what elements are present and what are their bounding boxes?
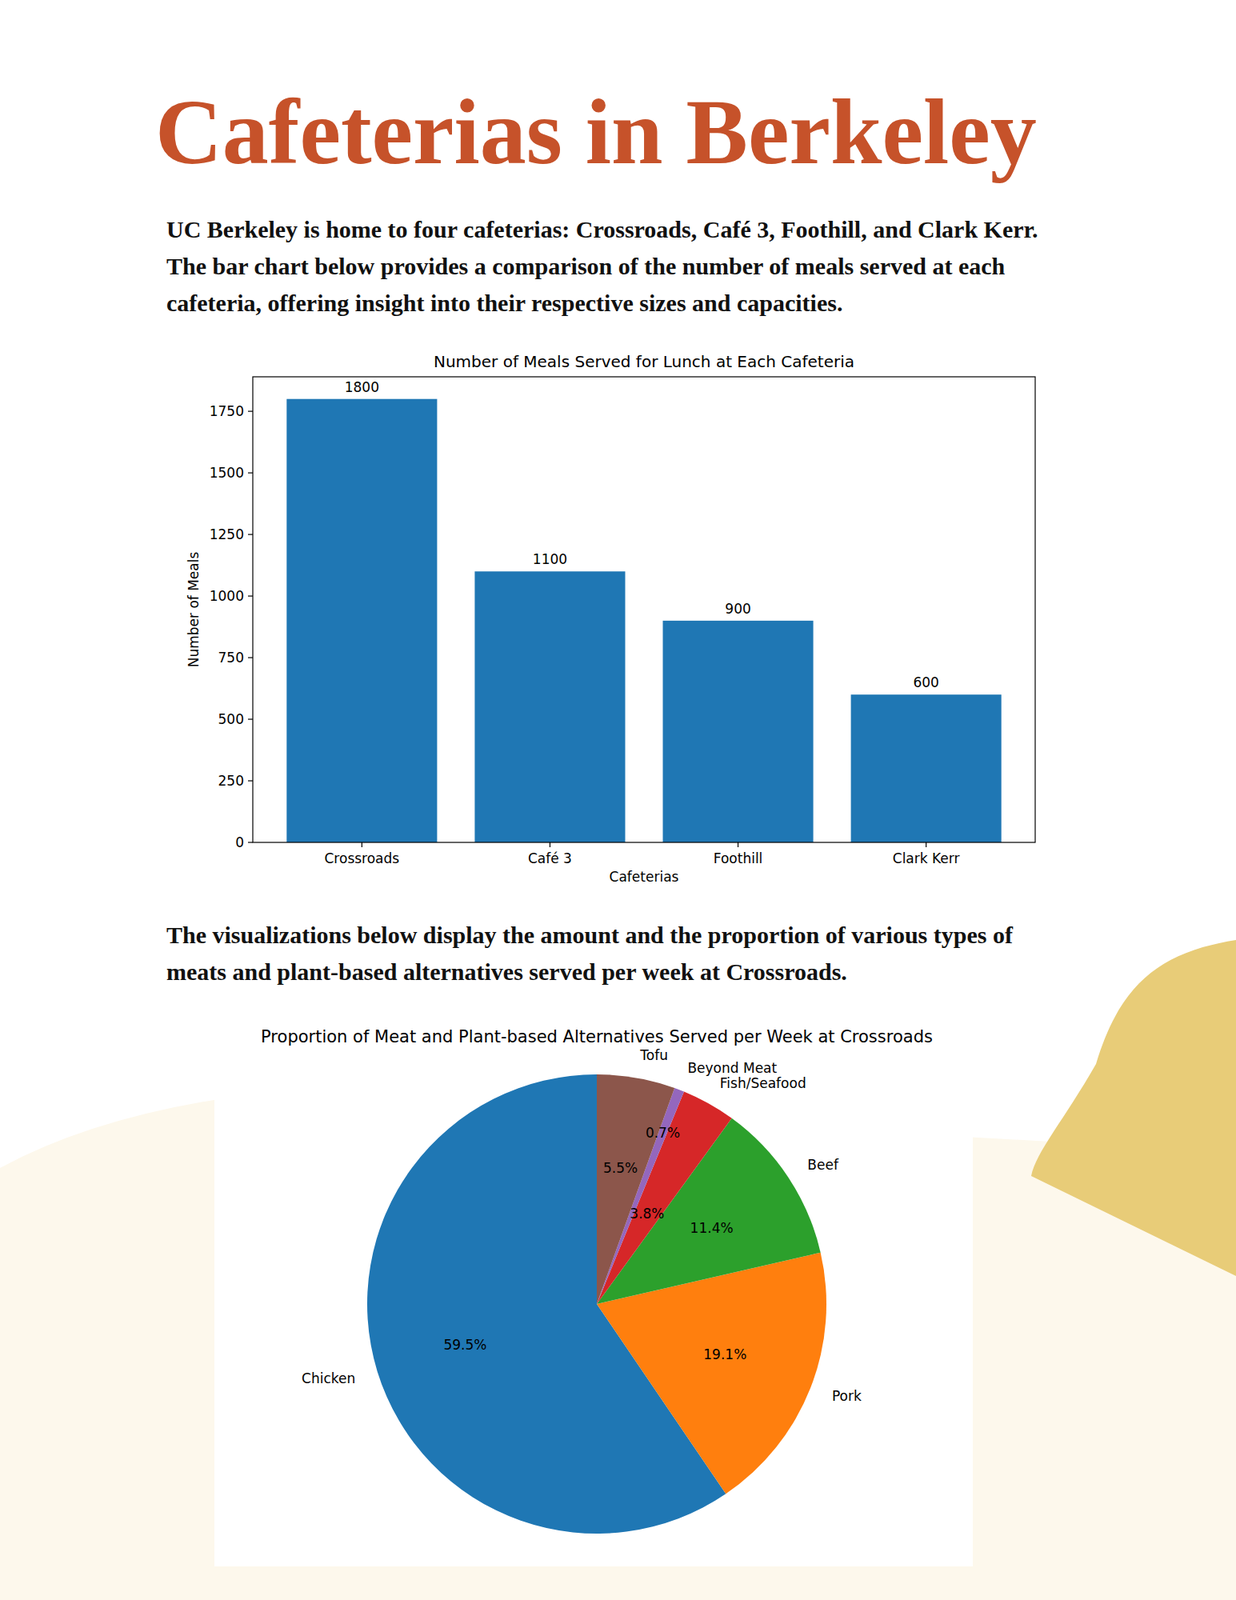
slice-label: Fish/Seafood xyxy=(720,1075,807,1092)
yellow-shape xyxy=(1031,940,1236,1276)
pct-label: 59.5% xyxy=(443,1336,487,1353)
y-tick-label: 500 xyxy=(218,711,244,728)
paragraph: UC Berkeley is home to four cafeterias: … xyxy=(166,211,1063,322)
y-tick-label: 1500 xyxy=(209,464,244,481)
data-label: 900 xyxy=(724,600,751,617)
y-tick xyxy=(248,595,253,596)
y-tick xyxy=(248,780,253,781)
bar-chart: Number of Meals Served for Lunch at Each… xyxy=(185,352,1036,885)
page: {"document": {"title": "Cafeterias in Be… xyxy=(0,0,1236,1600)
slice-label: Beyond Meat xyxy=(687,1060,777,1076)
pie-background xyxy=(214,1020,973,1567)
slice-label: Tofu xyxy=(639,1047,668,1064)
y-tick-label: 750 xyxy=(218,649,244,666)
pct-label: 3.8% xyxy=(629,1205,664,1222)
y-tick-label: 1000 xyxy=(209,588,244,604)
charts: Number of Meals Served for Lunch at Each… xyxy=(0,0,1236,1600)
slice-label: Chicken xyxy=(301,1370,356,1387)
data-label: 600 xyxy=(912,674,939,691)
x-tick xyxy=(737,842,739,848)
slice-label: Pork xyxy=(832,1388,862,1404)
x-axis-label: Cafeterias xyxy=(609,868,680,885)
x-tick-label: Foothill xyxy=(713,850,764,867)
chart-title: Number of Meals Served for Lunch at Each… xyxy=(433,352,855,372)
x-tick-label: Crossroads xyxy=(324,850,400,867)
bar xyxy=(851,694,1002,843)
pct-label: 19.1% xyxy=(703,1346,747,1363)
x-tick xyxy=(925,842,927,848)
y-tick xyxy=(248,841,253,843)
bar xyxy=(474,571,625,843)
slice-label: Beef xyxy=(807,1156,840,1173)
x-tick-label: Café 3 xyxy=(528,850,572,867)
pct-label: 11.4% xyxy=(690,1220,734,1236)
pct-label: 0.7% xyxy=(645,1124,680,1141)
pct-label: 5.5% xyxy=(603,1160,638,1176)
y-tick-label: 1250 xyxy=(209,526,244,543)
y-tick-label: 1750 xyxy=(209,403,244,420)
chart-title: Proportion of Meat and Plant-based Alter… xyxy=(260,1027,933,1047)
bar xyxy=(663,620,814,843)
plot-frame xyxy=(252,376,1036,843)
y-tick xyxy=(248,718,253,720)
y-tick xyxy=(248,533,253,535)
page-title: Cafeterias in Berkeley xyxy=(155,80,1037,184)
pie-slice xyxy=(596,1074,675,1304)
pie-chart: Proportion of Meat and Plant-based Alter… xyxy=(260,1027,933,1534)
y-tick-label: 250 xyxy=(218,772,244,789)
data-label: 1800 xyxy=(344,379,380,396)
y-tick xyxy=(248,656,253,658)
bar xyxy=(286,399,437,843)
data-label: 1100 xyxy=(532,551,568,568)
x-tick xyxy=(361,842,363,848)
y-tick xyxy=(248,472,253,473)
x-tick xyxy=(549,842,551,848)
bars xyxy=(286,399,1001,843)
y-tick xyxy=(248,411,253,412)
y-tick-label: 0 xyxy=(235,834,244,851)
y-axis-label: Number of Meals xyxy=(185,552,202,668)
x-tick-label: Clark Kerr xyxy=(892,850,960,867)
paragraph: The visualizations below display the amo… xyxy=(166,916,1063,991)
